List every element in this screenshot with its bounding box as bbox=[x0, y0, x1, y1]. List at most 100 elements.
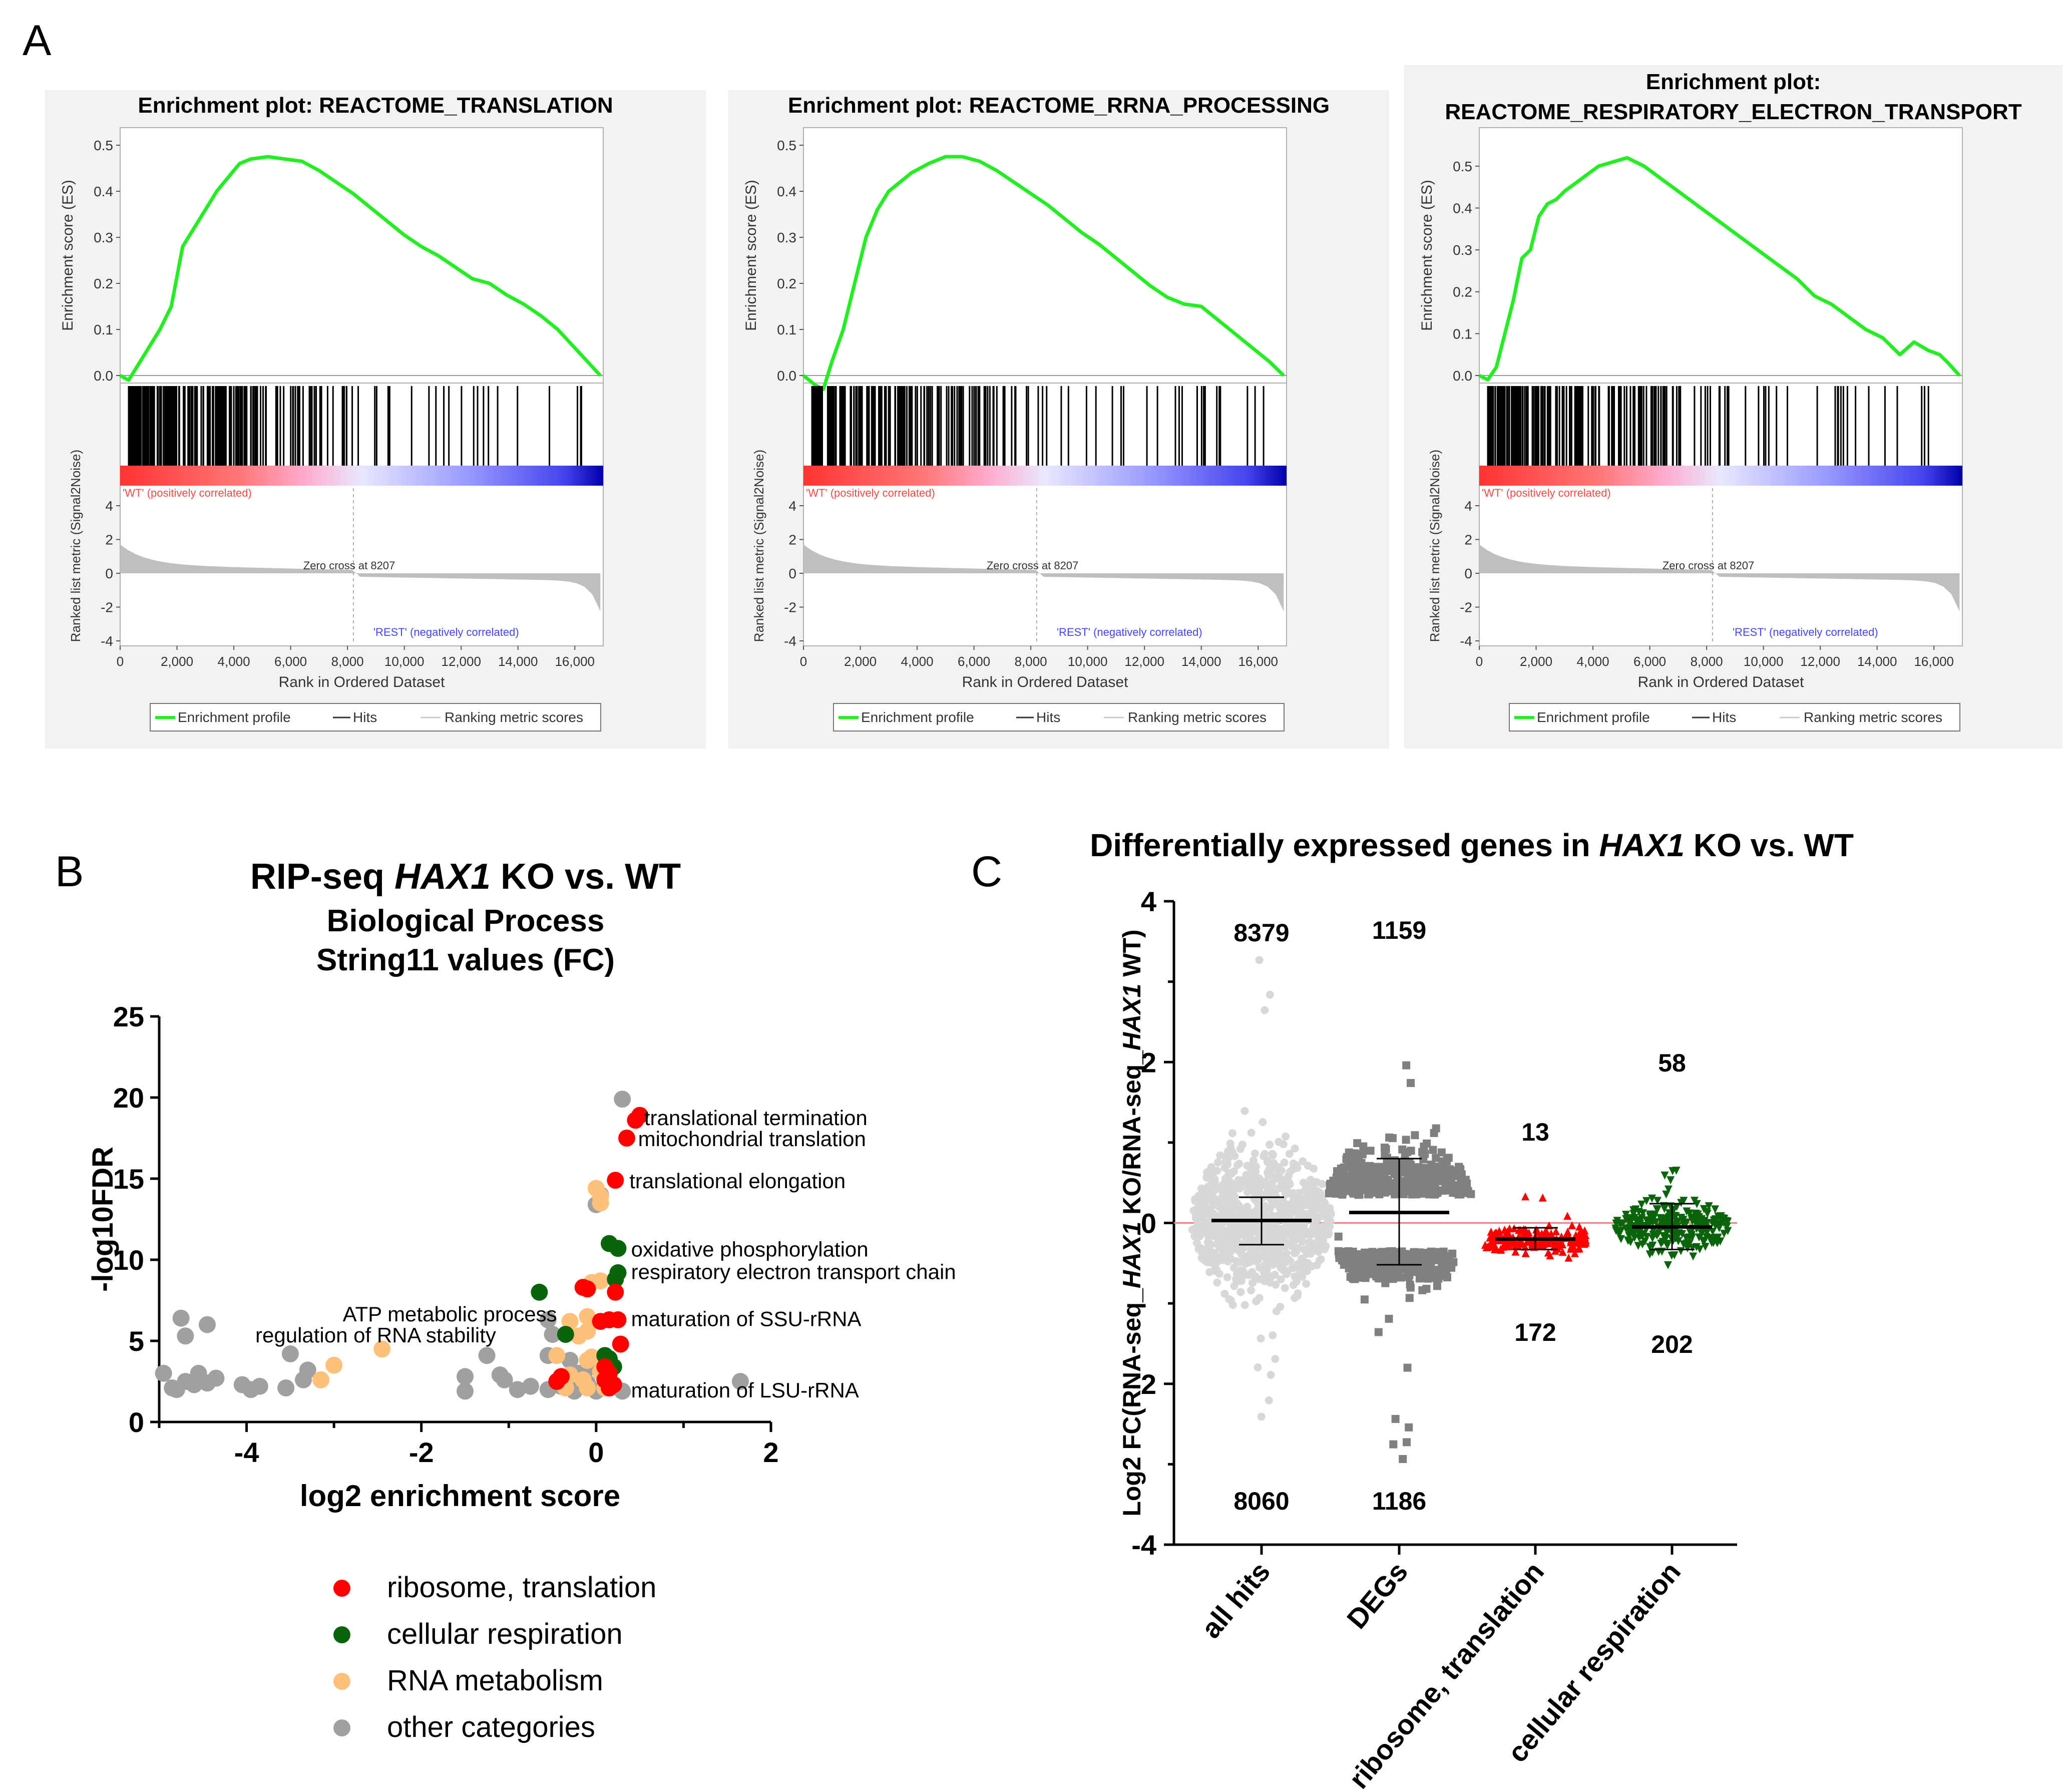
dotplot-point bbox=[1708, 1239, 1716, 1247]
es-ytick-label: 0.1 bbox=[777, 322, 796, 337]
ranking-metric-area bbox=[803, 544, 1284, 611]
volcano-point bbox=[612, 1335, 629, 1353]
dotplot-point bbox=[1314, 1228, 1323, 1236]
dotplot-point bbox=[1228, 1148, 1236, 1156]
dotplot-point bbox=[1391, 1156, 1399, 1165]
negative-correlation-label: 'REST' (negatively correlated) bbox=[1733, 626, 1878, 638]
gsea-plot-area bbox=[803, 127, 1287, 646]
rank-ytick-label: 4 bbox=[788, 498, 796, 514]
es-ytick-label: 0.5 bbox=[1453, 159, 1472, 174]
volcano-point bbox=[601, 1379, 618, 1396]
volcano-point bbox=[548, 1347, 566, 1364]
volcano-point bbox=[579, 1280, 596, 1298]
dotplot-point bbox=[1570, 1249, 1579, 1257]
dotplot-point bbox=[1321, 1245, 1329, 1253]
dotplot-point bbox=[1247, 1209, 1256, 1217]
rank-xtick-label: 4,000 bbox=[901, 654, 934, 669]
dotplot-title: Differentially expressed genes in HAX1 K… bbox=[1090, 827, 1854, 863]
dotplot-point bbox=[1305, 1239, 1313, 1247]
dotplot-point bbox=[1454, 1190, 1463, 1199]
es-ytick-label: 0.3 bbox=[94, 230, 113, 245]
dotplot-point bbox=[1563, 1212, 1572, 1220]
dotplot-point bbox=[1418, 1286, 1427, 1294]
volcano-title-part: RIP-seq bbox=[250, 857, 394, 897]
dotplot-title-part: Differentially expressed genes in bbox=[1090, 827, 1599, 863]
dotplot-ylabel-part: HAX1 bbox=[1118, 1222, 1146, 1288]
dotplot-point bbox=[1210, 1178, 1219, 1186]
legend-metric-label: Ranking metric scores bbox=[445, 709, 583, 725]
rank-xtick-label: 14,000 bbox=[1181, 654, 1221, 669]
dotplot-point bbox=[1552, 1227, 1560, 1235]
dotplot-point bbox=[1264, 1158, 1272, 1166]
dotplot-point bbox=[1256, 1179, 1264, 1187]
volcano-point bbox=[531, 1283, 548, 1301]
rank-xtick-label: 6,000 bbox=[958, 654, 990, 669]
dotplot-point bbox=[1645, 1210, 1654, 1219]
dotplot-point bbox=[1645, 1243, 1654, 1251]
dotplot-point bbox=[1247, 1286, 1256, 1295]
dotplot-point bbox=[1247, 1129, 1256, 1137]
dotplot-point bbox=[1255, 1275, 1264, 1283]
dotplot-point bbox=[1402, 1061, 1411, 1069]
dotplot-point bbox=[1720, 1230, 1728, 1238]
es-ytick-label: 0.3 bbox=[1453, 242, 1472, 258]
volcano-point bbox=[478, 1347, 496, 1364]
dotplot-point bbox=[1416, 1164, 1425, 1172]
dotplot-point bbox=[1252, 1297, 1261, 1305]
dotplot-point bbox=[1238, 1141, 1247, 1149]
dotplot-point bbox=[1257, 1334, 1265, 1343]
dotplot-point bbox=[1692, 1243, 1701, 1251]
volcano-series-ribosome-translation bbox=[548, 1107, 649, 1396]
dotplot-point bbox=[1324, 1230, 1333, 1239]
dotplot-point bbox=[1633, 1217, 1642, 1225]
volcano-xtick-label: 0 bbox=[588, 1437, 604, 1468]
rank-ytick-label: 2 bbox=[105, 532, 113, 548]
rank-xtick-label: 12,000 bbox=[1124, 654, 1164, 669]
volcano-point bbox=[557, 1326, 574, 1343]
volcano-annotation: translational elongation bbox=[629, 1169, 846, 1193]
dotplot-count-down: 172 bbox=[1514, 1318, 1556, 1346]
dotplot-point bbox=[1350, 1275, 1359, 1283]
dotplot-point bbox=[1405, 1294, 1414, 1302]
legend-metric-label: Ranking metric scores bbox=[1128, 709, 1267, 725]
gsea-legend-box bbox=[1509, 703, 1960, 732]
rank-ytick-label: 4 bbox=[105, 498, 113, 514]
rank-xtick-label: 2,000 bbox=[1520, 654, 1552, 669]
es-ytick-label: 0.3 bbox=[777, 230, 796, 245]
gsea-panel-translation: Enrichment plot: REACTOME_TRANSLATION 0.5… bbox=[45, 90, 706, 749]
dotplot-point bbox=[1481, 1241, 1489, 1249]
dotplot-point bbox=[1310, 1165, 1318, 1173]
es-ytick-label: 0.4 bbox=[1453, 200, 1472, 216]
rank-xtick-label: 12,000 bbox=[441, 654, 481, 669]
dotplot-point bbox=[1225, 1209, 1233, 1218]
dotplot-point bbox=[1408, 1190, 1416, 1199]
dotplot-point bbox=[1245, 1182, 1253, 1191]
volcano-annotation: ATP metabolic process bbox=[343, 1302, 557, 1326]
volcano-point bbox=[561, 1313, 579, 1330]
volcano-legend-marker bbox=[333, 1626, 350, 1643]
legend-metric-label: Ranking metric scores bbox=[1804, 709, 1942, 725]
rank-ytick-label: 2 bbox=[1464, 532, 1472, 548]
dotplot-ytick-label: 0 bbox=[1141, 1208, 1156, 1239]
rank-ylabel: Ranked list metric (Signal2Noise) bbox=[751, 450, 766, 642]
dotplot-point bbox=[1272, 1175, 1280, 1183]
dotplot-point bbox=[1640, 1237, 1649, 1246]
dotplot-point bbox=[1229, 1264, 1238, 1272]
dotplot-point bbox=[1500, 1239, 1509, 1248]
dotplot-point bbox=[1629, 1206, 1638, 1215]
dotplot-point bbox=[1685, 1233, 1694, 1242]
enrichment-profile-line bbox=[119, 155, 602, 382]
dotplot-point bbox=[1351, 1155, 1359, 1164]
dotplot-point bbox=[1270, 1159, 1278, 1167]
volcano-point bbox=[233, 1376, 251, 1393]
rank-xtick-label: 10,000 bbox=[1068, 654, 1108, 669]
volcano-point bbox=[373, 1340, 391, 1358]
dotplot-point bbox=[1625, 1232, 1633, 1240]
dotplot-point bbox=[1257, 1412, 1266, 1421]
dotplot-point bbox=[1217, 1204, 1226, 1212]
dotplot-point bbox=[1326, 1217, 1335, 1226]
rank-xlabel: Rank in Ordered Dataset bbox=[1638, 674, 1804, 690]
dotplot-point bbox=[1188, 1226, 1196, 1234]
dotplot-point bbox=[1242, 1171, 1251, 1179]
volcano-point bbox=[579, 1308, 596, 1325]
